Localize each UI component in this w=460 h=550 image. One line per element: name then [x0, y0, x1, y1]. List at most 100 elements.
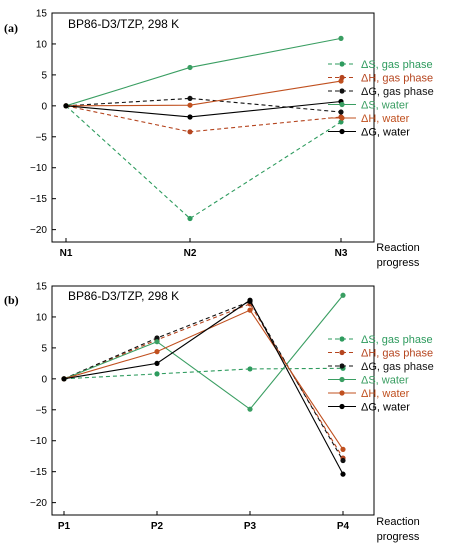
legend-entry: ΔH, gas phase — [361, 73, 433, 85]
data-point — [187, 114, 193, 120]
series-line — [63, 367, 344, 380]
data-point — [187, 102, 193, 108]
y-tick-label: 15 — [36, 9, 48, 20]
x-axis-label: Reaction — [376, 516, 419, 528]
y-tick-label: −10 — [30, 436, 47, 447]
data-point — [154, 371, 160, 377]
legend-swatch-point — [339, 390, 345, 396]
legend-entry: ΔH, water — [361, 388, 410, 400]
series-line — [63, 309, 344, 450]
series-2 — [63, 103, 344, 135]
data-point — [63, 103, 69, 109]
x-axis-label: Reaction — [376, 242, 419, 254]
y-tick-label: −20 — [30, 498, 47, 509]
y-tick-label: −20 — [30, 225, 47, 236]
y-tick-label: −5 — [36, 132, 48, 143]
y-tick-label: 0 — [41, 374, 47, 385]
x-tick-label: N3 — [335, 248, 348, 259]
series-line — [65, 97, 342, 113]
data-point — [340, 446, 346, 452]
chart-title: BP86-D3/TZP, 298 K — [68, 17, 179, 31]
y-tick-label: 15 — [36, 282, 48, 293]
legend-swatch-point — [339, 363, 345, 369]
x-axis-label: progress — [377, 257, 420, 269]
data-point — [247, 366, 253, 372]
chart-panel-1: 15 10 5 0 −5 −10 −15 −20 N1 N2 N3 Reaction progress (… — [4, 9, 434, 270]
legend-swatch-point — [339, 128, 345, 135]
series-3 — [61, 298, 346, 464]
plot-frame — [51, 12, 375, 243]
legend-swatch-point — [339, 336, 345, 342]
legend-entry: ΔS, water — [361, 100, 409, 112]
series-line — [65, 37, 342, 107]
y-tick-label: −15 — [30, 194, 47, 205]
x-tick-label: N2 — [184, 248, 197, 259]
y-tick-label: −15 — [30, 467, 47, 478]
plot-frame — [51, 285, 375, 516]
y-tick-label: −5 — [36, 405, 48, 416]
y-tick-label: 0 — [41, 101, 47, 112]
legend-swatch-point — [339, 349, 345, 356]
panel-label: (b) — [4, 293, 19, 307]
series-1 — [61, 365, 346, 382]
data-point — [154, 335, 160, 341]
legend-entry: ΔH, gas phase — [361, 348, 433, 360]
legend-entry: ΔG, water — [361, 402, 410, 414]
legend-swatch-point — [339, 403, 345, 410]
data-point — [187, 129, 193, 135]
series-4 — [61, 292, 346, 412]
data-point — [154, 349, 160, 355]
x-tick-label: P1 — [58, 521, 71, 532]
x-tick-label: P2 — [151, 521, 164, 532]
y-tick-label: 10 — [36, 39, 48, 50]
data-point — [154, 339, 160, 345]
data-point — [338, 109, 344, 115]
data-point — [247, 307, 253, 313]
series-4 — [63, 35, 344, 109]
legend-entry: ΔS, water — [361, 375, 409, 387]
x-tick-label: N1 — [60, 248, 73, 259]
legend-entry: ΔH, water — [361, 113, 410, 125]
series-line — [63, 299, 344, 475]
data-point — [247, 406, 253, 412]
data-point — [154, 360, 160, 366]
series-line — [63, 294, 344, 410]
legend-swatch-point — [339, 376, 345, 383]
legend-entry: ΔS, gas phase — [361, 59, 433, 71]
series-line — [65, 105, 342, 220]
series-6 — [63, 98, 344, 120]
data-point — [338, 35, 344, 41]
series-6 — [61, 297, 346, 477]
legend-entry: ΔS, gas phase — [361, 334, 433, 346]
data-point — [187, 215, 193, 222]
y-tick-label: 10 — [36, 312, 48, 323]
legend-swatch-point — [339, 61, 345, 67]
series-5 — [61, 307, 346, 452]
data-point — [340, 471, 346, 477]
legend-swatch-point — [339, 101, 345, 108]
series-line — [63, 300, 344, 461]
x-axis-label: progress — [377, 531, 420, 543]
data-point — [187, 95, 193, 102]
series-2 — [61, 301, 346, 461]
data-point — [187, 64, 193, 71]
y-tick-label: 5 — [41, 70, 47, 81]
legend-swatch-point — [339, 88, 345, 94]
data-point — [340, 292, 346, 298]
series-line — [63, 303, 344, 459]
y-tick-label: 5 — [41, 343, 47, 354]
data-point — [340, 457, 346, 464]
data-point — [247, 297, 253, 303]
x-tick-label: P4 — [337, 521, 350, 532]
legend-entry: ΔG, gas phase — [361, 86, 434, 98]
y-tick-label: −10 — [30, 163, 47, 174]
x-tick-label: P3 — [244, 521, 257, 532]
panel-label: (a) — [4, 21, 18, 35]
data-point — [61, 376, 67, 382]
chart-panel-2: 15 10 5 0 −5 −10 −15 −20 P1 P2 P3 P4 Reaction progres… — [4, 282, 434, 544]
data-point — [338, 119, 344, 125]
legend-entry: ΔG, water — [361, 127, 410, 139]
